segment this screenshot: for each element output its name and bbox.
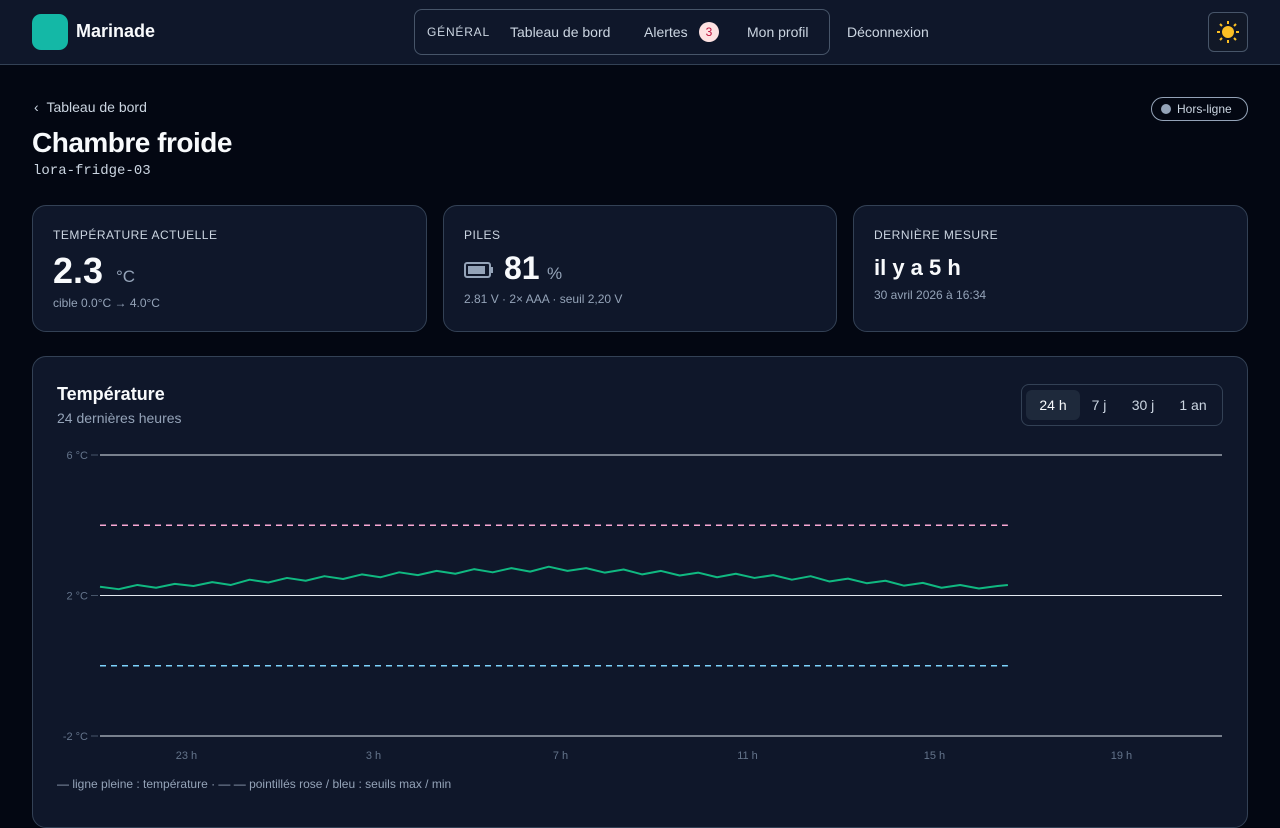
stat-label: TEMPÉRATURE ACTUELLE xyxy=(53,228,218,242)
range-group xyxy=(1021,384,1223,426)
brand[interactable]: Marinade xyxy=(76,21,156,41)
range-button[interactable]: 24 h xyxy=(1026,390,1080,420)
y-tick-label: -2 °C xyxy=(63,731,88,743)
chart-card xyxy=(32,356,1248,828)
stat-detail: cible 0.0°C → 4.0°C xyxy=(53,296,160,310)
x-tick-label: 11 h xyxy=(737,750,758,762)
status-pill: Hors-ligne xyxy=(1151,97,1248,121)
x-tick-label: 3 h xyxy=(366,750,381,762)
nav-link[interactable]: Alertes xyxy=(644,24,688,40)
y-tick-label: 6 °C xyxy=(66,450,88,462)
temperature-line xyxy=(99,565,1008,591)
y-tick-label: 2 °C xyxy=(66,591,88,603)
battery-icon xyxy=(464,262,493,278)
device-id: lora-fridge-03 xyxy=(33,163,151,179)
theme-toggle[interactable] xyxy=(1208,12,1248,52)
nav-link[interactable]: Mon profil xyxy=(747,24,809,40)
stat-label: DERNIÈRE MESURE xyxy=(874,228,999,242)
x-tick-label: 19 h xyxy=(1111,750,1132,762)
x-tick-label: 7 h xyxy=(553,750,568,762)
back-link-text[interactable]: Tableau de bord xyxy=(46,99,147,115)
nav-group xyxy=(414,9,830,55)
sun-icon xyxy=(1217,21,1239,43)
page-title: Chambre froide xyxy=(32,127,232,158)
stat-card: 81 % PILES 2.81 V · 2× AAA · seuil 2,20 … xyxy=(443,205,837,332)
x-tick-label: 23 h xyxy=(176,750,197,762)
logo[interactable] xyxy=(32,14,68,50)
chart-note: — ligne pleine : température · — — point… xyxy=(57,777,452,791)
stat-detail: 2.81 V · 2× AAA · seuil 2,20 V xyxy=(464,292,623,306)
back-link[interactable]: ‹ Tableau de bord xyxy=(34,99,147,115)
stat-card: DERNIÈRE MESURE il y a 5 h 30 avril 2026… xyxy=(853,205,1248,332)
chart-title: Température xyxy=(57,384,165,404)
stat-unit: % xyxy=(547,264,563,283)
stat-value: il y a 5 h xyxy=(874,255,961,280)
range-button[interactable]: 7 j xyxy=(1091,397,1107,413)
logout-link[interactable]: Déconnexion xyxy=(847,24,929,40)
range-button[interactable]: 30 j xyxy=(1131,397,1155,413)
nav-section: GÉNÉRAL xyxy=(427,25,490,39)
x-tick-label: 15 h xyxy=(924,750,945,762)
top-bar: Marinade GÉNÉRAL Tableau de bord Alertes… xyxy=(0,0,1280,65)
status-text: Hors-ligne xyxy=(1177,102,1232,116)
stat-detail: 30 avril 2026 à 16:34 xyxy=(874,288,987,302)
stat-label: PILES xyxy=(464,228,501,242)
nav-link[interactable]: Tableau de bord xyxy=(510,24,611,40)
stat-value: 81 xyxy=(504,250,540,286)
stat-card: TEMPÉRATURE ACTUELLE 2.3 °C cible 0.0°C … xyxy=(32,205,427,332)
stat-unit: °C xyxy=(116,267,136,286)
range-button[interactable]: 1 an xyxy=(1179,397,1207,413)
stat-value: 2.3 xyxy=(53,250,104,291)
alert-badge: 3 xyxy=(699,22,719,42)
chart-subtitle: 24 dernières heures xyxy=(57,410,182,426)
chart: -2 °C 2 °C 6 °C 23 h 3 h 7 h 11 h 15 h 19 h xyxy=(63,450,1222,762)
